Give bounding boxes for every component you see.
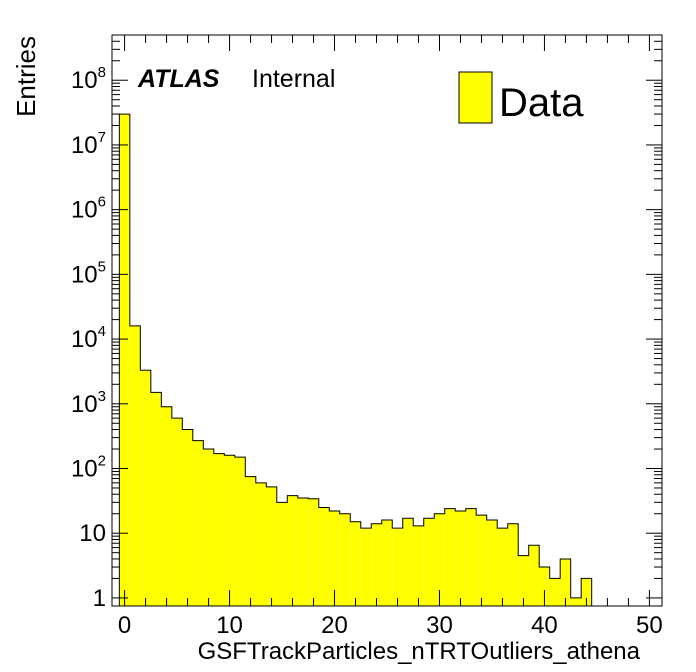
- x-axis-title: GSFTrackParticles_nTRTOutliers_athena: [198, 638, 641, 665]
- legend-swatch: [458, 71, 493, 124]
- histogram-bar: [360, 528, 372, 606]
- y-tick-label: 107: [71, 129, 106, 159]
- histogram-bar: [287, 495, 298, 606]
- histogram-bar: [161, 406, 172, 606]
- legend-entry-data: Data: [499, 81, 584, 125]
- histogram-bar: [549, 578, 561, 606]
- histogram-bar: [381, 519, 393, 606]
- histogram-bar: [171, 418, 183, 606]
- y-tick-label: 108: [71, 64, 106, 94]
- histogram-bar: [266, 486, 277, 606]
- x-tick-label: 10: [216, 612, 243, 639]
- y-tick-label: 103: [71, 388, 106, 418]
- histogram-bar: [528, 545, 540, 606]
- histogram-bar: [192, 440, 204, 606]
- histogram-bar: [297, 497, 309, 606]
- histogram-bar: [476, 515, 487, 606]
- histogram-bar: [140, 370, 151, 606]
- histogram-bar: [224, 455, 235, 606]
- y-tick-label: 1: [93, 585, 106, 612]
- histogram-bar: [234, 457, 246, 606]
- histogram-bar: [581, 578, 592, 606]
- x-tick-label: 50: [636, 612, 663, 639]
- y-tick-label: 102: [71, 452, 106, 482]
- histogram-bar: [182, 429, 193, 606]
- x-tick-label: 30: [426, 612, 453, 639]
- y-tick-label: 10: [79, 520, 106, 547]
- histogram-bar: [539, 567, 550, 606]
- plot-frame: [111, 34, 663, 607]
- y-tick-label: 105: [71, 258, 106, 288]
- y-tick-labels: 1 10 102 103 104 105 106 107 108: [71, 64, 106, 612]
- histogram-outline: [118, 113, 655, 607]
- histogram-bar: [119, 114, 130, 607]
- histogram-bar: [350, 521, 361, 606]
- histogram-bar: [318, 507, 330, 606]
- histogram-bar: [245, 476, 256, 606]
- axis-ticks: [112, 34, 662, 606]
- histogram-bar: [402, 518, 414, 606]
- y-axis-title: Entries: [11, 36, 41, 117]
- y-tick-label: 104: [71, 323, 106, 353]
- histogram-bar: [392, 528, 403, 606]
- histogram-bar: [434, 513, 445, 606]
- histogram-bar: [150, 392, 162, 606]
- histogram-bar: [486, 519, 498, 606]
- histogram-bar: [560, 558, 571, 606]
- histogram-bar: [276, 502, 288, 606]
- histogram-bar: [507, 523, 519, 606]
- histogram-bars: [118, 113, 655, 607]
- histogram-bar: [518, 555, 529, 606]
- histogram-bar: [423, 518, 435, 606]
- histogram-bar: [213, 453, 225, 606]
- histogram-bar: [308, 498, 319, 606]
- histogram-bar: [465, 508, 477, 606]
- histogram-bar: [444, 508, 456, 606]
- y-tick-label: 106: [71, 194, 106, 224]
- histogram-bar: [413, 525, 424, 606]
- histogram-bar: [497, 528, 508, 606]
- x-tick-label: 0: [118, 612, 131, 639]
- histogram-bar: [339, 513, 351, 606]
- histogram-bar: [329, 511, 340, 606]
- legend: Data: [458, 71, 584, 125]
- histogram-bar: [455, 511, 466, 606]
- x-tick-label: 20: [321, 612, 348, 639]
- internal-label: Internal: [252, 65, 335, 93]
- histogram-bar: [129, 325, 141, 606]
- atlas-label: ATLAS: [137, 65, 220, 93]
- histogram-bar: [371, 523, 382, 606]
- x-tick-label: 40: [531, 612, 558, 639]
- x-tick-labels: 0 10 20 30 40 50: [118, 612, 663, 639]
- histogram-bar: [570, 597, 582, 606]
- histogram-bar: [255, 482, 267, 606]
- histogram-bar: [203, 449, 214, 606]
